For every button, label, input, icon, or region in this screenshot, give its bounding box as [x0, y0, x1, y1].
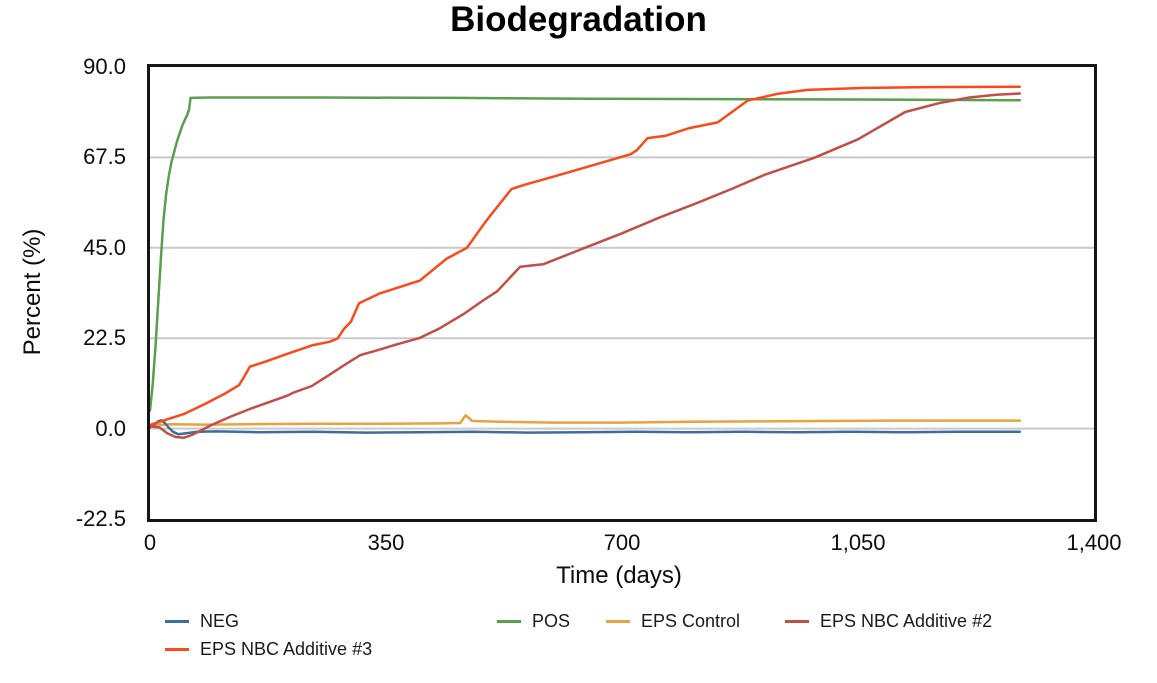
y-tick-label: 90.0 — [83, 54, 126, 79]
chart-canvas — [150, 85, 1094, 440]
legend-item: EPS NBC Additive #3 — [165, 636, 372, 662]
legend-item: NEG — [165, 608, 239, 634]
legend-item: EPS Control — [606, 608, 740, 634]
y-tick-label: 0.0 — [95, 415, 126, 441]
chart-title: Biodegradation — [450, 0, 707, 39]
x-tick-label: 0 — [143, 530, 157, 555]
legend-label: EPS NBC Additive #2 — [820, 610, 993, 631]
x-tick-label: 1,050 — [830, 530, 886, 555]
series-line-pos — [150, 96, 1022, 412]
y-tick-label: -22.5 — [75, 506, 126, 531]
series-line-eps-nbc-additive-2 — [150, 92, 1022, 440]
legend-item: EPS NBC Additive #2 — [785, 608, 992, 634]
legend-label: EPS Control — [641, 610, 741, 631]
y-tick-label: 67.5 — [83, 144, 126, 170]
legend-line-icon — [606, 619, 630, 623]
plot-area — [147, 64, 1097, 522]
x-tick-label: 700 — [603, 530, 641, 555]
legend-label: NEG — [200, 610, 240, 631]
series-line-neg — [150, 418, 1022, 436]
legend-line-icon — [165, 619, 189, 623]
series-line-eps-nbc-additive-3 — [150, 85, 1022, 427]
legend-line-icon — [165, 647, 189, 651]
x-tick-label: 1,400 — [1066, 530, 1122, 555]
legend-label: POS — [532, 610, 571, 631]
legend-line-icon — [497, 619, 521, 623]
x-tick-label: 350 — [367, 530, 405, 555]
y-tick-label: 45.0 — [83, 234, 126, 260]
y-tick-label: 22.5 — [83, 325, 126, 351]
legend-line-icon — [785, 619, 809, 623]
x-axis-title: Time (days) — [556, 562, 682, 589]
legend-label: EPS NBC Additive #3 — [200, 638, 373, 659]
series-line-eps-control — [150, 414, 1022, 429]
legend-item: POS — [497, 608, 570, 634]
